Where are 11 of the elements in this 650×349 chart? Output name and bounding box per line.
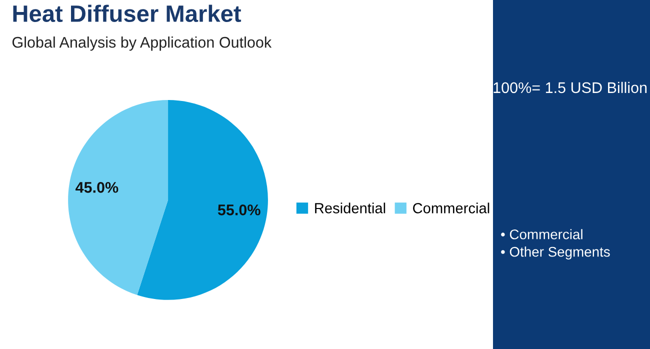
data-label: 45.0%	[76, 182, 118, 193]
legend-label: Residential	[315, 202, 386, 214]
text: • Other Segments	[501, 246, 610, 260]
legend-label: Commercial	[413, 202, 490, 214]
text: 100%= 1.5 USD Billion	[494, 82, 647, 94]
data-label: 55.0%	[218, 204, 260, 216]
chart-title: Heat Diffuser Market	[13, 4, 242, 22]
pie-slice	[68, 100, 168, 296]
pie-slice	[137, 100, 268, 300]
text: • Commercial	[501, 229, 582, 240]
chart-subtitle: Global Analysis by Application Outlook	[12, 36, 272, 51]
